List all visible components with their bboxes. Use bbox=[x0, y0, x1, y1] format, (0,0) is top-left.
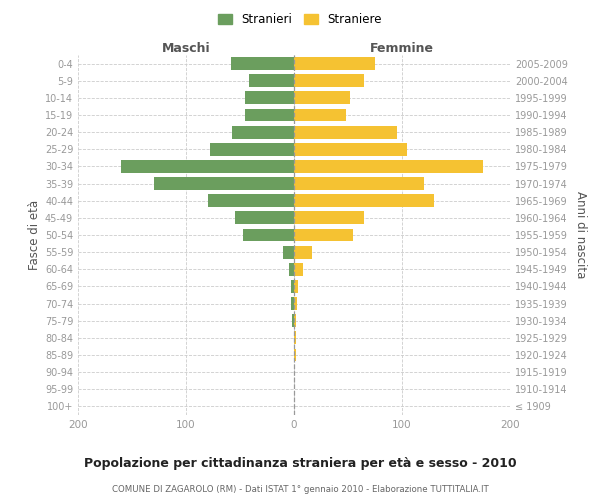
Bar bbox=[235, 212, 294, 224]
Text: Maschi: Maschi bbox=[161, 42, 211, 55]
Text: Popolazione per cittadinanza straniera per età e sesso - 2010: Popolazione per cittadinanza straniera p… bbox=[83, 458, 517, 470]
Bar bbox=[292, 314, 294, 327]
Bar bbox=[294, 160, 483, 173]
Bar bbox=[294, 280, 298, 293]
Bar bbox=[245, 108, 294, 122]
Bar bbox=[294, 57, 375, 70]
Y-axis label: Fasce di età: Fasce di età bbox=[28, 200, 41, 270]
Y-axis label: Anni di nascita: Anni di nascita bbox=[574, 192, 587, 278]
Text: COMUNE DI ZAGAROLO (RM) - Dati ISTAT 1° gennaio 2010 - Elaborazione TUTTITALIA.I: COMUNE DI ZAGAROLO (RM) - Dati ISTAT 1° … bbox=[112, 485, 488, 494]
Bar bbox=[294, 92, 350, 104]
Bar bbox=[208, 194, 294, 207]
Bar bbox=[294, 297, 297, 310]
Bar bbox=[294, 194, 434, 207]
Bar bbox=[289, 263, 294, 276]
Bar bbox=[248, 74, 294, 87]
Bar bbox=[294, 348, 296, 362]
Text: Femmine: Femmine bbox=[370, 42, 434, 55]
Bar bbox=[294, 177, 424, 190]
Bar bbox=[232, 57, 294, 70]
Bar bbox=[243, 228, 294, 241]
Bar bbox=[154, 177, 294, 190]
Bar bbox=[294, 228, 353, 241]
Bar bbox=[294, 263, 302, 276]
Bar bbox=[294, 108, 346, 122]
Bar bbox=[294, 143, 407, 156]
Bar bbox=[294, 212, 364, 224]
Bar bbox=[294, 332, 296, 344]
Bar bbox=[121, 160, 294, 173]
Bar bbox=[210, 143, 294, 156]
Bar bbox=[294, 126, 397, 138]
Bar bbox=[291, 280, 294, 293]
Bar bbox=[232, 126, 294, 138]
Bar bbox=[245, 92, 294, 104]
Bar bbox=[294, 246, 313, 258]
Legend: Stranieri, Straniere: Stranieri, Straniere bbox=[213, 8, 387, 31]
Bar bbox=[294, 74, 364, 87]
Bar bbox=[283, 246, 294, 258]
Bar bbox=[291, 297, 294, 310]
Bar bbox=[294, 314, 296, 327]
